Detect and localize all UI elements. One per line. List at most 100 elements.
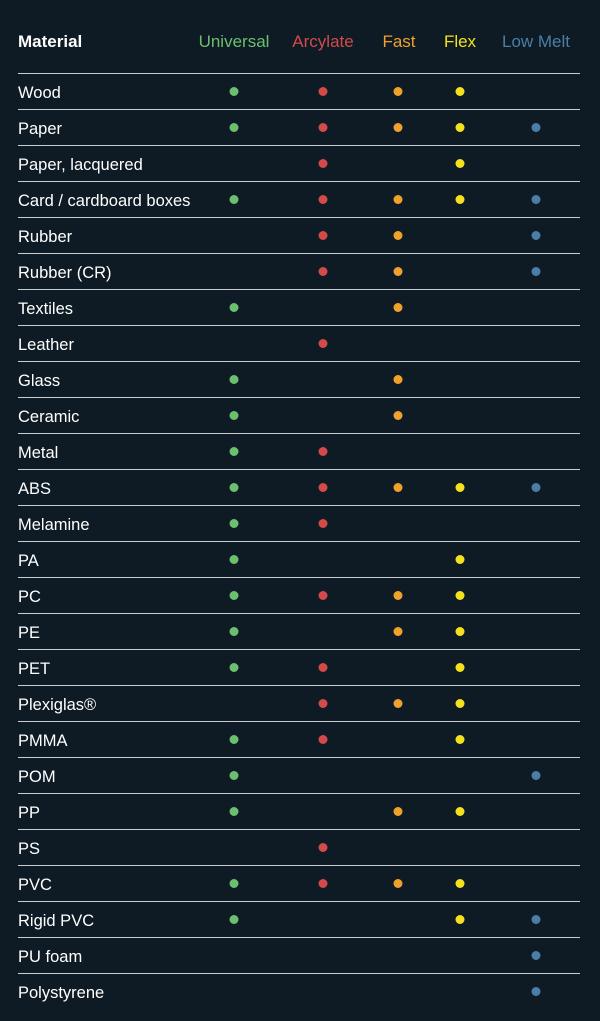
table-row: Paper (18, 109, 580, 145)
table-row: Rubber (18, 217, 580, 253)
flex-dot (455, 915, 465, 924)
flex-dot (455, 627, 465, 636)
lowmelt-dot (531, 987, 541, 996)
universal-dot (229, 627, 239, 636)
universal-dot (229, 195, 239, 204)
material-label: ABS (18, 480, 52, 498)
lowmelt-dot (531, 771, 541, 780)
material-label: PC (18, 588, 41, 606)
fast-dot (393, 411, 403, 420)
material-label: Metal (18, 444, 59, 462)
arcylate-dot (318, 231, 328, 240)
fast-dot (393, 231, 403, 240)
arcylate-dot (318, 591, 328, 600)
fast-dot (393, 375, 403, 384)
fast-dot (393, 591, 403, 600)
table-row: PVC (18, 865, 580, 901)
arcylate-dot (318, 843, 328, 852)
material-label: POM (18, 768, 56, 786)
material-label: Plexiglas® (18, 696, 97, 714)
header-universal: Universal (198, 32, 270, 51)
fast-dot (393, 267, 403, 276)
material-label: Leather (18, 336, 74, 354)
header-flex: Flex (443, 32, 477, 51)
table-row: POM (18, 757, 580, 793)
material-label: Melamine (18, 516, 90, 534)
arcylate-dot (318, 159, 328, 168)
flex-dot (455, 663, 465, 672)
fast-dot (393, 699, 403, 708)
table-header: Material Universal Arcylate Fast Flex Lo… (0, 0, 600, 73)
arcylate-dot (318, 195, 328, 204)
flex-dot (455, 699, 465, 708)
material-label: Card / cardboard boxes (18, 192, 191, 210)
fast-dot (393, 807, 403, 816)
universal-dot (229, 87, 239, 96)
lowmelt-dot (531, 195, 541, 204)
header-arcylate: Arcylate (292, 32, 354, 51)
universal-dot (229, 375, 239, 384)
table-row: PP (18, 793, 580, 829)
arcylate-dot (318, 123, 328, 132)
compatibility-table: Wood Paper Paper, lacquered Card / cardboar… (18, 73, 580, 1009)
table-row: ABS (18, 469, 580, 505)
flex-dot (455, 555, 465, 564)
material-label: Rubber (18, 228, 73, 246)
universal-dot (229, 483, 239, 492)
table-row: Metal (18, 433, 580, 469)
table-row: PMMA (18, 721, 580, 757)
universal-dot (229, 663, 239, 672)
table-row: PS (18, 829, 580, 865)
flex-dot (455, 195, 465, 204)
lowmelt-dot (531, 231, 541, 240)
lowmelt-dot (531, 915, 541, 924)
arcylate-dot (318, 519, 328, 528)
table-row: PU foam (18, 937, 580, 973)
material-label: PET (18, 660, 51, 678)
material-label: Wood (18, 84, 61, 102)
table-row: Wood (18, 73, 580, 109)
table-row: Leather (18, 325, 580, 361)
material-label: Ceramic (18, 408, 80, 426)
fast-dot (393, 879, 403, 888)
table-row: Polystyrene (18, 973, 580, 1009)
table-row: Plexiglas® (18, 685, 580, 721)
fast-dot (393, 483, 403, 492)
header-fast: Fast (382, 32, 416, 51)
fast-dot (393, 123, 403, 132)
arcylate-dot (318, 267, 328, 276)
flex-dot (455, 159, 465, 168)
table-row: Textiles (18, 289, 580, 325)
material-label: PU foam (18, 948, 83, 966)
flex-dot (455, 807, 465, 816)
table-row: Card / cardboard boxes (18, 181, 580, 217)
universal-dot (229, 771, 239, 780)
fast-dot (393, 195, 403, 204)
header-low-melt: Low Melt (501, 32, 571, 51)
universal-dot (229, 807, 239, 816)
material-label: Rigid PVC (18, 912, 95, 930)
material-label: PE (18, 624, 41, 642)
flex-dot (455, 879, 465, 888)
arcylate-dot (318, 879, 328, 888)
arcylate-dot (318, 87, 328, 96)
table-row: Rubber (CR) (18, 253, 580, 289)
material-label: PS (18, 840, 41, 858)
universal-dot (229, 303, 239, 312)
material-label: Polystyrene (18, 984, 105, 1002)
lowmelt-dot (531, 951, 541, 960)
header-material: Material (18, 32, 83, 51)
material-label: PP (18, 804, 41, 822)
arcylate-dot (318, 699, 328, 708)
table-row: PET (18, 649, 580, 685)
universal-dot (229, 591, 239, 600)
table-row: Paper, lacquered (18, 145, 580, 181)
material-label: Glass (18, 372, 61, 390)
table-row: PA (18, 541, 580, 577)
universal-dot (229, 447, 239, 456)
universal-dot (229, 735, 239, 744)
fast-dot (393, 303, 403, 312)
arcylate-dot (318, 447, 328, 456)
universal-dot (229, 519, 239, 528)
table-row: PE (18, 613, 580, 649)
